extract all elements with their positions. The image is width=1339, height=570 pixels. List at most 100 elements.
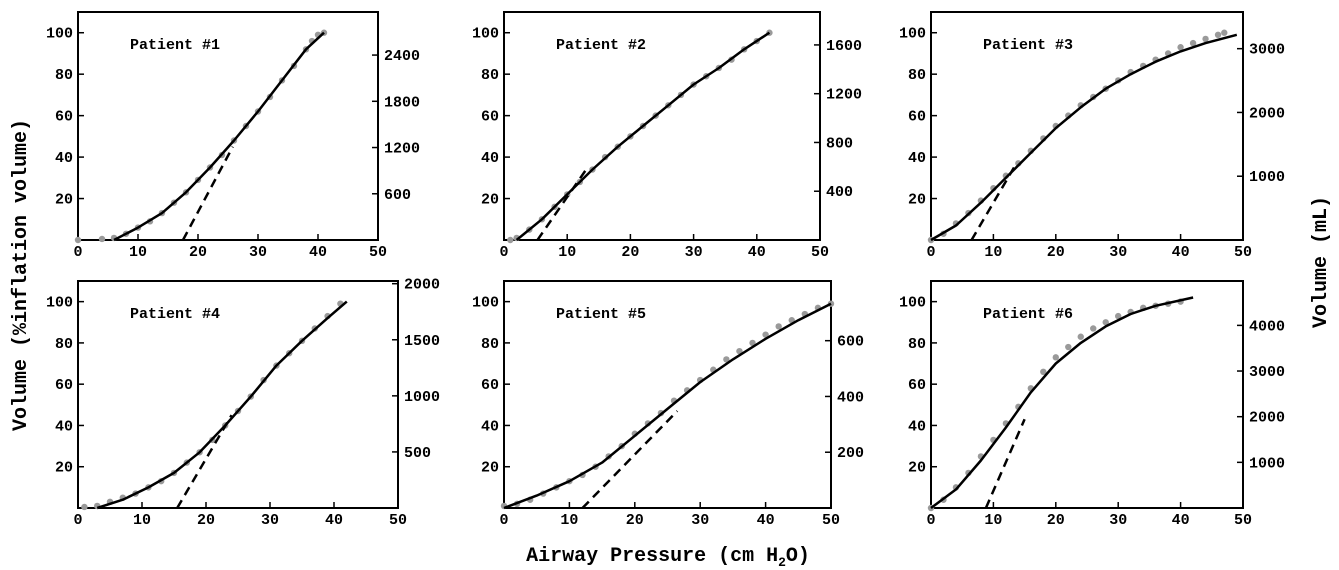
right-y-tick-label: 600 — [837, 334, 864, 351]
x-tick-label: 50 — [389, 512, 407, 529]
data-point — [1090, 325, 1097, 332]
panel-3: 0 10 20 30 40 50 20 40 60 80 100 1000 2000 3000 Patien… — [899, 11, 1285, 261]
x-tick-label: 0 — [926, 512, 935, 529]
x-tick-label: 0 — [73, 512, 82, 529]
data-point — [1065, 343, 1072, 351]
data-point — [1052, 354, 1060, 361]
data-point — [775, 323, 782, 330]
x-tick-label: 0 — [73, 244, 82, 261]
tangent-line — [176, 414, 233, 509]
panel-title: Patient #3 — [983, 37, 1073, 54]
fit-curve — [930, 296, 1194, 510]
right-y-tick-label: 500 — [404, 445, 431, 462]
x-tick-label: 10 — [129, 244, 147, 261]
panel-5: 0 10 20 30 40 50 20 40 60 80 100 200 400 600 Patient #… — [472, 280, 864, 529]
y-tick-label: 20 — [55, 192, 73, 209]
right-y-tick-label: 1000 — [404, 389, 440, 406]
x-tick-label: 50 — [822, 512, 840, 529]
y-tick-label: 80 — [481, 67, 499, 84]
x-tick-label: 20 — [1047, 512, 1065, 529]
fit-curve — [515, 31, 771, 241]
panel-6: 0 10 20 30 40 50 20 40 60 80 100 1000 2000 3000 4000 Pa… — [899, 280, 1285, 529]
y-tick-label: 100 — [899, 26, 926, 43]
fit-curve — [503, 302, 832, 510]
data-point — [74, 236, 82, 244]
data-point — [749, 339, 756, 347]
x-tick-label: 40 — [1172, 512, 1190, 529]
y-tick-label: 60 — [55, 377, 73, 394]
data-point — [1102, 319, 1109, 326]
y-tick-label: 80 — [908, 336, 926, 353]
plot-frame — [503, 11, 821, 241]
y-axis-label-left: Volume (%inflation volume) — [10, 119, 33, 431]
y-tick-label: 80 — [481, 336, 499, 353]
tangent-line — [970, 164, 1017, 241]
data-point — [762, 331, 769, 338]
x-tick-label: 40 — [325, 512, 343, 529]
plot-frame — [503, 280, 832, 509]
y-tick-label: 100 — [899, 295, 926, 312]
data-point — [1115, 312, 1122, 320]
panel-title: Patient #4 — [130, 306, 220, 323]
y-tick-label: 60 — [481, 377, 499, 394]
right-y-tick-label: 1800 — [384, 94, 420, 111]
data-point — [1221, 29, 1228, 36]
x-tick-label: 40 — [748, 244, 766, 261]
x-tick-label: 10 — [984, 244, 1002, 261]
fit-curve — [930, 33, 1238, 242]
y-tick-label: 60 — [55, 109, 73, 126]
data-point — [1177, 44, 1184, 51]
right-y-tick-label: 1500 — [404, 333, 440, 350]
panel-title: Patient #2 — [556, 37, 646, 54]
panel-4: 0 10 20 30 40 50 20 40 60 80 100 500 1000 1500 2000 Pat… — [46, 277, 440, 529]
right-y-tick-label: 1200 — [826, 87, 862, 104]
y-axis-label-right: Volume (mL) — [1310, 196, 1333, 328]
x-tick-label: 40 — [757, 512, 775, 529]
right-y-tick-label: 600 — [384, 187, 411, 204]
data-point — [1189, 39, 1197, 47]
y-tick-label: 40 — [481, 150, 499, 167]
x-tick-label: 10 — [133, 512, 151, 529]
y-tick-label: 80 — [908, 67, 926, 84]
x-tick-label: 50 — [811, 244, 829, 261]
y-tick-label: 20 — [908, 460, 926, 477]
x-axis-label-prefix: Airway Pressure (cm H — [526, 545, 778, 568]
data-point — [723, 356, 730, 363]
right-y-tick-label: 400 — [826, 184, 853, 201]
panel-title: Patient #6 — [983, 306, 1073, 323]
right-y-tick-label: 1000 — [1249, 169, 1285, 186]
x-axis-label-suffix: O) — [786, 545, 810, 568]
panel-2: 0 10 20 30 40 50 20 40 60 80 100 400 800 1200 1600 Pati… — [472, 11, 862, 261]
y-tick-label: 40 — [908, 150, 926, 167]
y-tick-label: 20 — [908, 192, 926, 209]
x-tick-label: 0 — [499, 512, 508, 529]
right-y-tick-label: 2000 — [1249, 105, 1285, 122]
y-tick-label: 100 — [46, 295, 73, 312]
plot-frame — [77, 280, 399, 509]
right-y-tick-label: 2400 — [384, 48, 420, 65]
y-tick-label: 20 — [481, 192, 499, 209]
x-tick-label: 30 — [691, 512, 709, 529]
x-tick-label: 20 — [189, 244, 207, 261]
plot-frame — [77, 11, 379, 241]
fit-curve — [96, 300, 348, 510]
panel-title: Patient #1 — [130, 37, 220, 54]
x-tick-label: 10 — [558, 244, 576, 261]
x-tick-label: 20 — [197, 512, 215, 529]
data-point — [81, 503, 88, 511]
right-y-tick-label: 3000 — [1249, 42, 1285, 59]
y-tick-label: 40 — [481, 418, 499, 435]
x-tick-label: 30 — [1109, 512, 1127, 529]
x-tick-label: 30 — [249, 244, 267, 261]
right-y-tick-label: 1200 — [384, 141, 420, 158]
y-tick-label: 40 — [55, 418, 73, 435]
x-tick-label: 30 — [685, 244, 703, 261]
panel-title: Patient #5 — [556, 306, 646, 323]
right-y-tick-label: 1000 — [1249, 455, 1285, 472]
tangent-line — [581, 410, 679, 509]
y-tick-label: 80 — [55, 67, 73, 84]
right-y-tick-label: 3000 — [1249, 364, 1285, 381]
right-y-tick-label: 2000 — [404, 277, 440, 294]
y-tick-label: 100 — [46, 26, 73, 43]
